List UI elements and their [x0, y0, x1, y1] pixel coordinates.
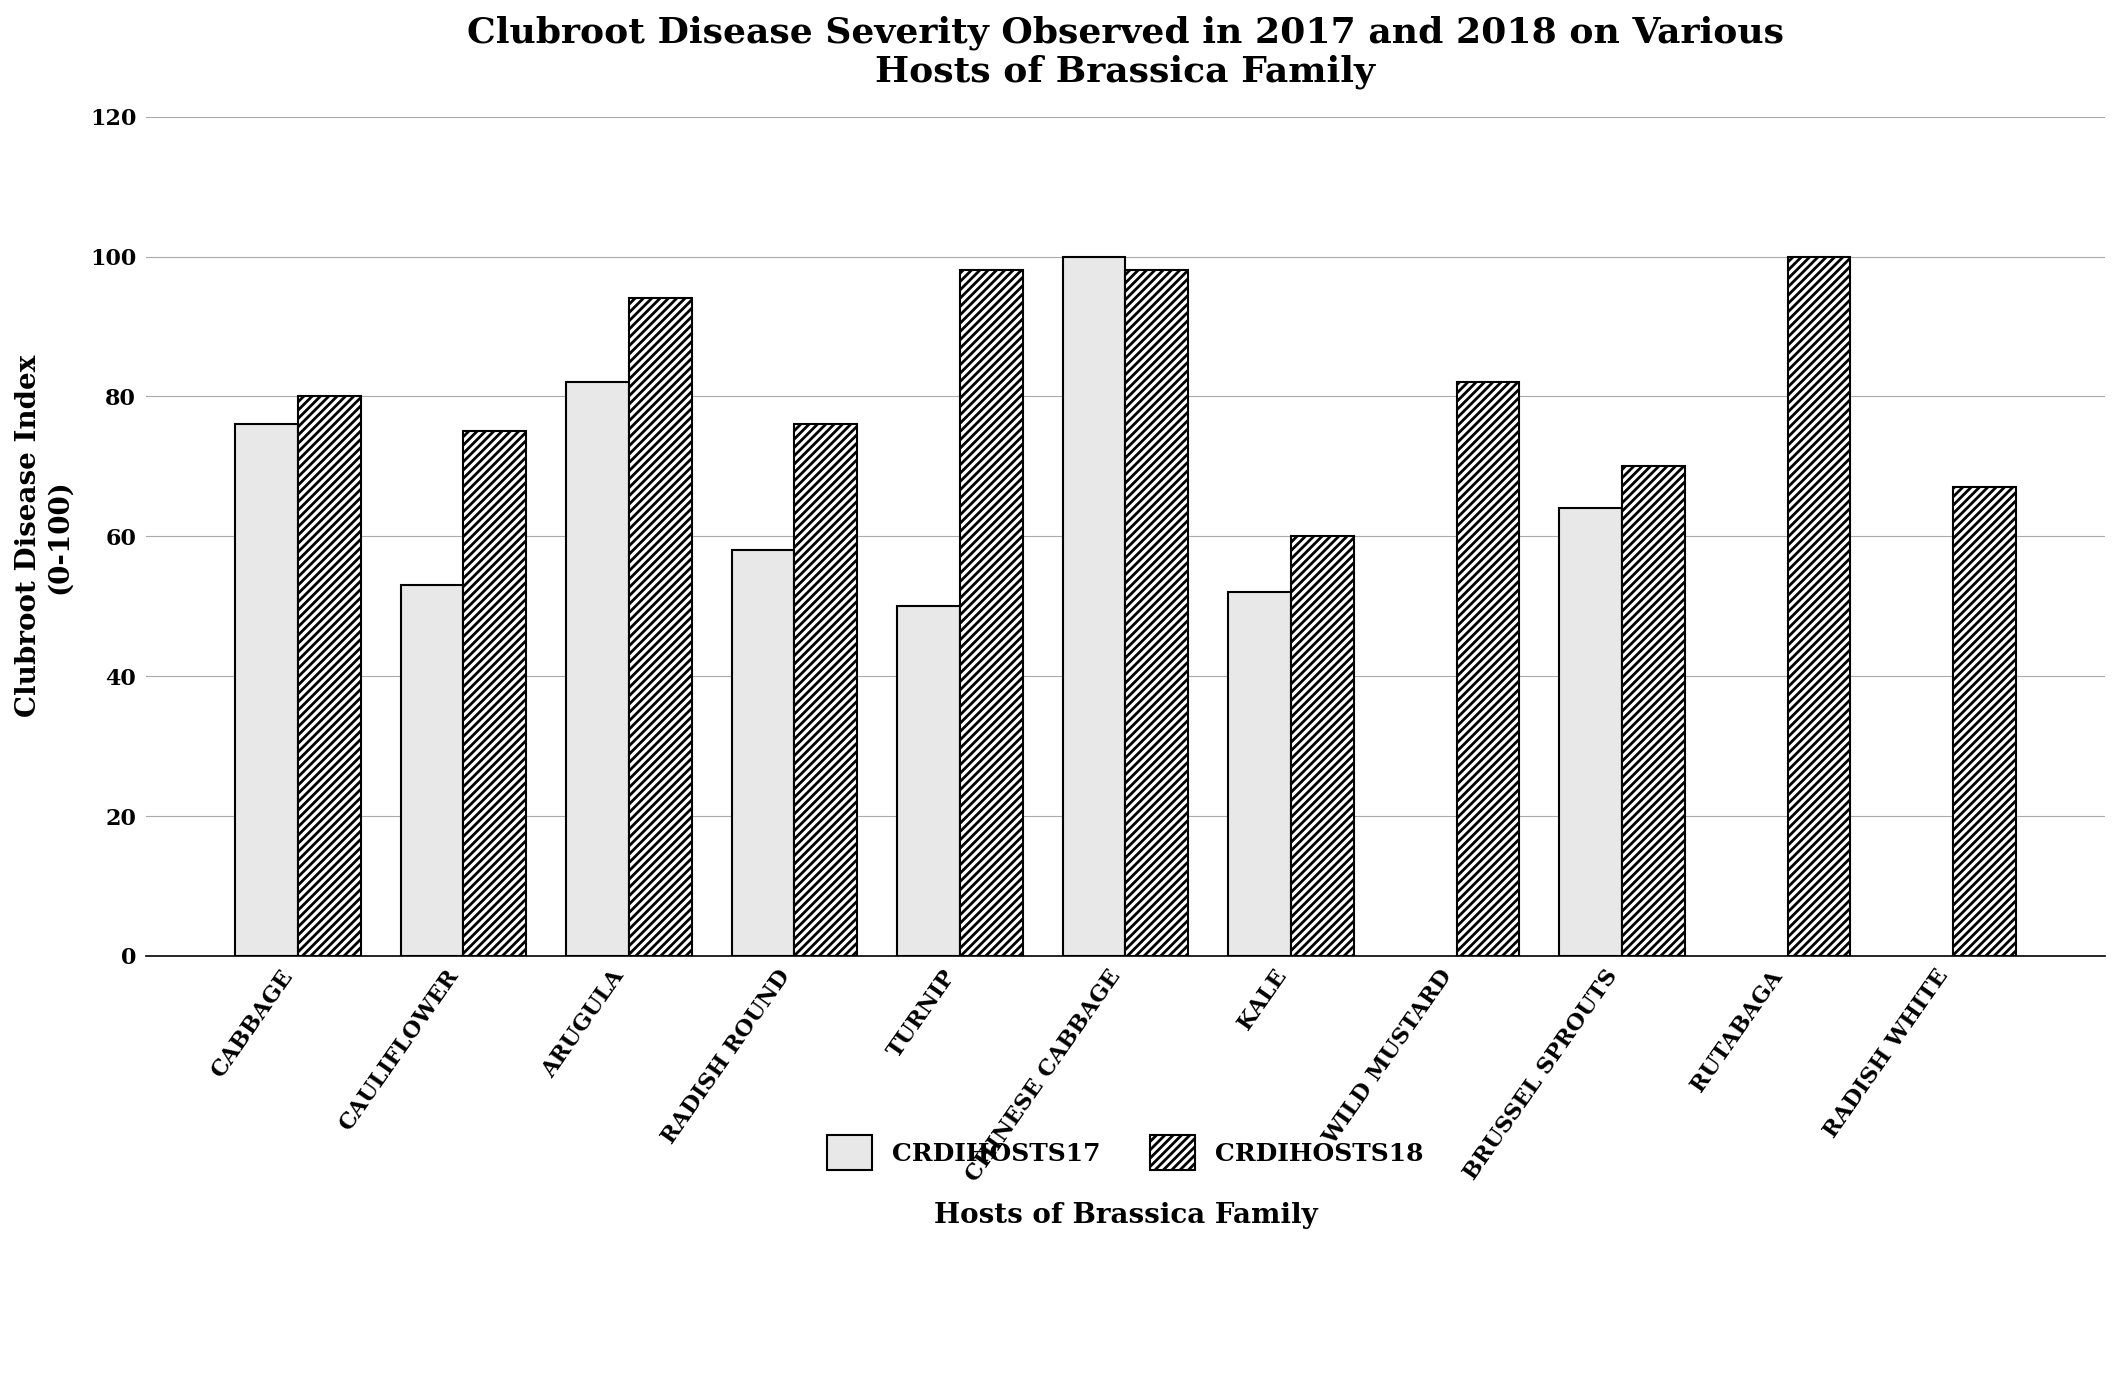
Bar [731, 551, 795, 956]
Bar [464, 431, 526, 956]
Bar [1227, 593, 1291, 956]
Bar [1456, 383, 1520, 956]
Bar [235, 424, 299, 956]
Bar [960, 270, 1022, 956]
Legend: CRDIHOSTS17, CRDIHOSTS18: CRDIHOSTS17, CRDIHOSTS18 [801, 1110, 1448, 1195]
Bar [1622, 466, 1685, 956]
Bar [566, 383, 630, 956]
Bar [795, 424, 856, 956]
Bar [1953, 487, 2016, 956]
Y-axis label: Clubroot Disease Index
(0-100): Clubroot Disease Index (0-100) [15, 355, 74, 718]
X-axis label: Hosts of Brassica Family: Hosts of Brassica Family [933, 1202, 1317, 1230]
Bar [299, 396, 360, 956]
Bar [897, 606, 960, 956]
Bar [1291, 537, 1355, 956]
Title: Clubroot Disease Severity Observed in 2017 and 2018 on Various
Hosts of Brassica: Clubroot Disease Severity Observed in 20… [466, 15, 1785, 89]
Bar [1558, 508, 1622, 956]
Bar [401, 586, 464, 956]
Bar [1062, 256, 1126, 956]
Bar [630, 299, 691, 956]
Bar [1126, 270, 1189, 956]
Bar [1787, 256, 1851, 956]
